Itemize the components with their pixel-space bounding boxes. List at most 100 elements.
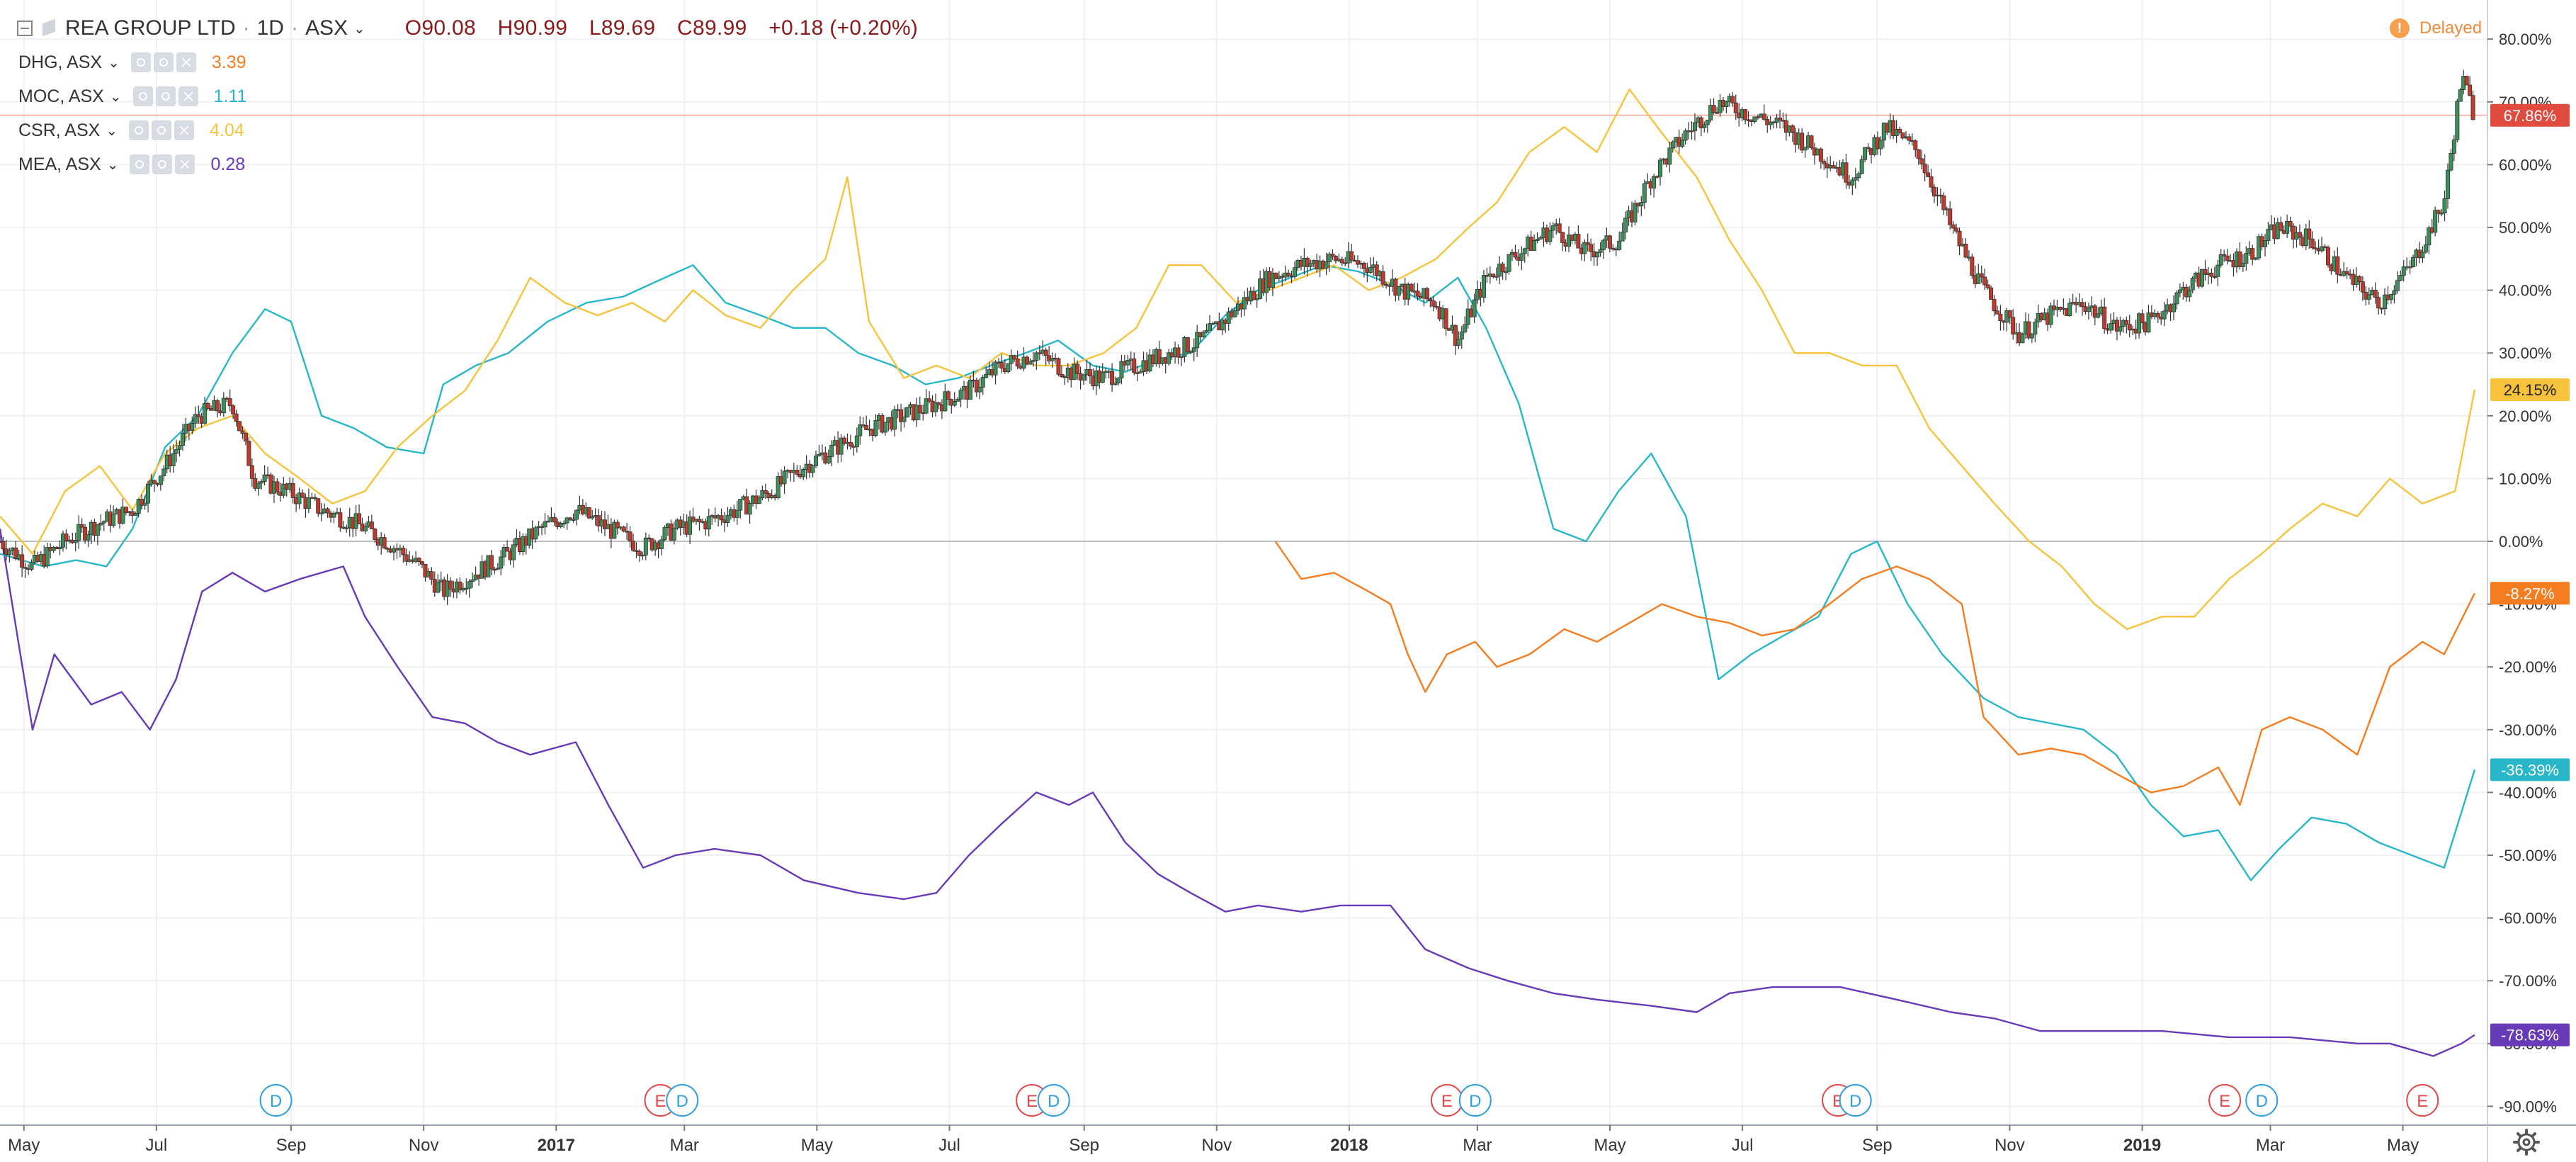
candle-body: [943, 391, 948, 412]
event-marker-circle[interactable]: [2245, 1084, 2279, 1117]
candle-body: [1453, 325, 1458, 346]
remove-icon[interactable]: [174, 120, 195, 140]
candle-body: [1948, 208, 1953, 225]
current-value-badge[interactable]: [2490, 582, 2570, 605]
candle-body: [1339, 259, 1344, 264]
candle-body: [776, 476, 781, 498]
eye-icon[interactable]: [130, 154, 150, 174]
event-marker-label[interactable]: D: [1048, 1092, 1060, 1111]
candle-body: [1623, 218, 1628, 232]
candle-body: [1409, 283, 1414, 292]
settings-icon[interactable]: [152, 154, 173, 174]
eye-icon[interactable]: [132, 86, 153, 106]
symbol-row[interactable]: MEA, ASX ⌄ 0.28: [18, 150, 245, 179]
event-marker-label[interactable]: E: [655, 1092, 666, 1111]
chevron-down-icon[interactable]: ⌄: [108, 55, 120, 71]
event-marker-circle[interactable]: [259, 1084, 293, 1117]
symbol-row[interactable]: DHG, ASX ⌄ 3.39: [18, 48, 246, 77]
candle-body: [899, 409, 904, 422]
event-marker-label[interactable]: D: [270, 1092, 282, 1111]
price-axis[interactable]: 80.00%70.00%60.00%50.00%40.00%30.00%20.0…: [2487, 0, 2570, 1125]
chevron-down-icon[interactable]: ⌄: [353, 21, 365, 37]
time-axis[interactable]: May Jul Sep Nov 2017 Mar May Jul Sep Nov 2018 Mar Ma…: [0, 1124, 2576, 1162]
event-marker-label[interactable]: E: [2219, 1092, 2230, 1111]
current-value-label[interactable]: 24.15%: [2504, 381, 2557, 399]
eye-icon[interactable]: [129, 120, 149, 140]
event-marker-circle[interactable]: [1839, 1084, 1872, 1117]
candle-body: [1601, 239, 1606, 250]
delayed-badge[interactable]: ! Delayed: [2390, 14, 2482, 43]
candle-body: [2007, 310, 2012, 318]
event-marker-label[interactable]: D: [2256, 1092, 2268, 1111]
candle-body: [2320, 246, 2325, 252]
low-value: L89.69: [589, 16, 656, 40]
candle-body: [489, 555, 494, 570]
settings-icon[interactable]: [153, 52, 174, 72]
candle-body: [1494, 276, 1499, 278]
chevron-down-icon[interactable]: ⌄: [106, 123, 118, 139]
event-marker-circle[interactable]: [2406, 1084, 2439, 1117]
current-value-badge[interactable]: [2490, 1023, 2570, 1047]
candle-body: [2436, 210, 2441, 214]
current-value-label[interactable]: 67.86%: [2504, 107, 2557, 125]
candle-body: [1856, 173, 1861, 179]
current-value-label[interactable]: -36.39%: [2501, 761, 2559, 779]
event-marker-circle[interactable]: [2208, 1084, 2242, 1117]
candle-body: [458, 581, 463, 591]
x-tick-label: May: [1594, 1136, 1625, 1155]
settings-icon[interactable]: [155, 86, 176, 106]
event-marker-label[interactable]: E: [1441, 1092, 1453, 1111]
event-marker-label[interactable]: D: [1469, 1092, 1481, 1111]
symbol-name[interactable]: DHG, ASX: [18, 52, 103, 72]
symbol-name[interactable]: REA GROUP LTD: [65, 16, 236, 40]
candle-body: [955, 398, 960, 402]
candle-body: [1989, 287, 1994, 300]
event-marker-label[interactable]: D: [1849, 1092, 1861, 1111]
candle-body: [813, 456, 818, 466]
interval[interactable]: 1D: [256, 16, 284, 40]
candle-body: [1368, 266, 1373, 273]
event-marker-label[interactable]: E: [1026, 1092, 1038, 1111]
current-value-label[interactable]: -8.27%: [2505, 585, 2555, 602]
candle-body: [1831, 165, 1836, 169]
event-marker-circle[interactable]: [666, 1084, 699, 1117]
series-line: [0, 529, 2475, 1057]
remove-icon[interactable]: [176, 52, 196, 72]
chevron-down-icon[interactable]: ⌄: [106, 157, 119, 173]
candle-body: [2127, 324, 2132, 331]
event-marker-circle[interactable]: [1037, 1084, 1070, 1117]
collapse-icon[interactable]: [17, 21, 33, 36]
chevron-down-icon[interactable]: ⌄: [109, 89, 122, 105]
remove-icon[interactable]: [175, 154, 195, 174]
flag-icon[interactable]: [42, 20, 58, 37]
candle-body: [1979, 273, 1984, 278]
symbol-name[interactable]: MEA, ASX: [18, 154, 101, 174]
current-value-badge[interactable]: [2490, 378, 2570, 402]
candle-body: [883, 422, 887, 433]
eye-icon[interactable]: [130, 52, 151, 72]
candle-body: [2237, 251, 2242, 267]
symbol-row[interactable]: CSR, ASX ⌄ 4.04: [18, 116, 244, 145]
symbol-name[interactable]: MOC, ASX: [18, 86, 104, 106]
event-marker-circle[interactable]: [1458, 1084, 1492, 1117]
candle-body: [281, 483, 286, 496]
symbol-name[interactable]: CSR, ASX: [18, 120, 101, 140]
candle-body: [1548, 230, 1553, 242]
current-value-badge[interactable]: [2490, 103, 2570, 127]
candle-body: [259, 481, 264, 484]
candle-body: [161, 468, 166, 477]
event-marker-label[interactable]: E: [2417, 1092, 2428, 1111]
candle-body: [1343, 262, 1348, 264]
candle-body: [1692, 122, 1697, 131]
y-tick-label: -50.00%: [2499, 847, 2557, 864]
current-value-label[interactable]: -78.63%: [2501, 1027, 2559, 1044]
remove-icon[interactable]: [178, 86, 198, 106]
settings-icon[interactable]: [152, 120, 172, 140]
event-marker-label[interactable]: D: [676, 1092, 688, 1111]
current-value-badge[interactable]: [2490, 758, 2570, 782]
candle-body: [571, 519, 576, 521]
settings-gear-icon[interactable]: [2512, 1128, 2541, 1156]
symbol-row[interactable]: MOC, ASX ⌄ 1.11: [18, 82, 246, 111]
